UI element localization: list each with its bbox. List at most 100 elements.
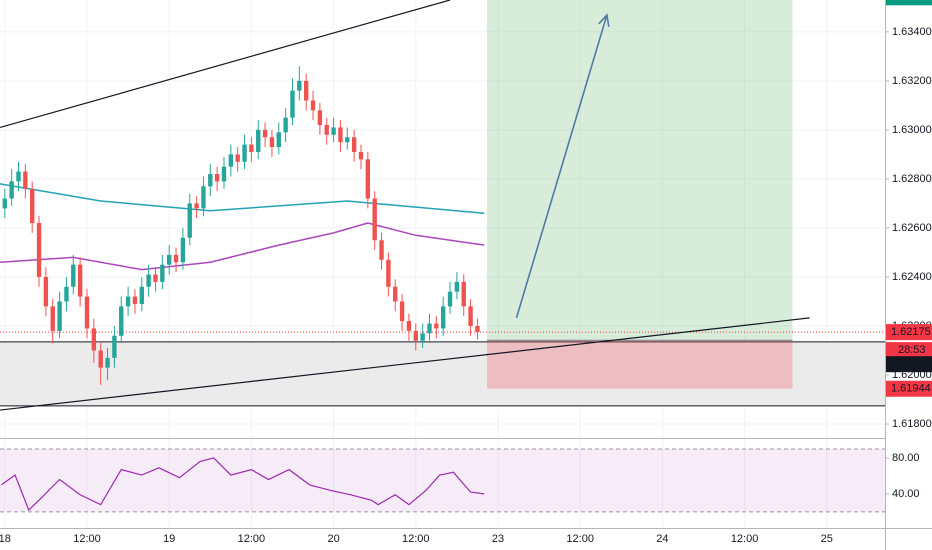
candle-body: [77, 264, 83, 297]
candle-body: [180, 237, 186, 263]
candle-body: [420, 333, 425, 341]
moving-average: [0, 183, 485, 214]
candle-body: [36, 223, 42, 277]
x-tick-label: 23: [492, 533, 504, 545]
candle-body: [214, 174, 220, 182]
x-tick-label: 25: [821, 533, 833, 545]
candle-body: [2, 198, 7, 209]
candle-body: [345, 137, 350, 143]
candle-body: [434, 323, 439, 329]
x-tick-label: 12:00: [731, 533, 759, 545]
candle-body: [139, 286, 144, 304]
y-tick-label: 1.62800: [892, 173, 932, 185]
candle-body: [173, 254, 179, 263]
price-label-box: [886, 0, 932, 6]
candle-body: [16, 171, 21, 182]
x-tick-label: 24: [656, 533, 668, 545]
y-tick-label: 1.63000: [892, 124, 932, 136]
candle-body: [43, 276, 49, 307]
candle-body: [105, 357, 110, 368]
x-tick-label: 12:00: [73, 533, 101, 545]
y-tick-label: 1.62400: [892, 271, 932, 283]
candle-body: [331, 127, 336, 135]
candle-body: [166, 254, 172, 265]
y-tick-label: 1.62600: [892, 222, 932, 234]
candle-body: [242, 144, 247, 162]
grid: [0, 0, 885, 528]
candle-body: [372, 198, 377, 241]
candle-body: [57, 301, 62, 331]
price-label: 1.62142: [891, 358, 931, 370]
candle-body: [283, 117, 288, 133]
y-tick-label: 1.63400: [892, 26, 932, 38]
candle-body: [399, 301, 405, 322]
price-label-box: [886, 324, 932, 341]
x-tick-label: 18: [0, 533, 11, 545]
candle-body: [146, 274, 151, 287]
candle-body: [461, 281, 466, 307]
candle-body: [276, 132, 281, 148]
candle-body: [413, 330, 418, 341]
candle-body: [427, 323, 432, 334]
candle-body: [406, 321, 412, 331]
candle-body: [440, 306, 446, 329]
trendline: [0, 0, 451, 129]
candle-body: [317, 110, 323, 126]
support-zone: [0, 341, 885, 406]
price-label: 1.62175: [891, 326, 931, 338]
rsi-tick-label: 80.00: [892, 452, 920, 464]
candle-body: [201, 186, 206, 209]
x-tick-label: 19: [163, 533, 175, 545]
candle-body: [84, 296, 90, 329]
candle-body: [297, 80, 302, 91]
price-pane: [0, 0, 885, 411]
arrow-head: [598, 13, 610, 27]
rsi-line: [1, 457, 485, 512]
candle-body: [194, 203, 199, 209]
candle-body: [228, 154, 234, 167]
candle-body: [91, 328, 97, 351]
candle-body: [235, 154, 240, 162]
candle-body: [208, 174, 213, 187]
candle-body: [324, 125, 329, 135]
candle-body: [290, 90, 295, 118]
y-tick-label: 1.61800: [892, 418, 932, 430]
candle-body: [393, 286, 398, 302]
price-label-box: [886, 380, 932, 397]
countdown-box: [886, 342, 932, 359]
candle-body: [386, 259, 391, 287]
candle-body: [358, 151, 364, 160]
y-tick-label: 1.63200: [892, 75, 932, 87]
candle-body: [29, 188, 35, 224]
candle-body: [50, 306, 55, 331]
candle-body: [269, 137, 275, 148]
price-label: 1.63541: [891, 0, 931, 3]
stop-zone: [487, 340, 793, 389]
candle-body: [221, 166, 227, 182]
candle-body: [64, 286, 69, 302]
candle-body: [153, 274, 158, 282]
candle-body: [119, 306, 124, 336]
candle-body: [160, 264, 165, 282]
rsi-tick-label: 40.00: [892, 488, 920, 500]
candle-body: [475, 325, 480, 333]
candle-body: [23, 171, 28, 189]
candle-body: [447, 291, 453, 307]
x-tick-label: 12:00: [238, 533, 266, 545]
arrow-shaft: [515, 14, 608, 319]
rsi-pane: [0, 448, 885, 513]
x-tick-label: 20: [327, 533, 339, 545]
countdown: 28:53: [898, 344, 926, 356]
x-tick-label: 12:00: [402, 533, 430, 545]
candle-body: [132, 296, 138, 304]
candle-body: [249, 144, 254, 152]
candle-body: [454, 281, 460, 292]
candle-body: [125, 296, 131, 307]
candle-body: [379, 240, 384, 260]
candle-body: [365, 159, 371, 199]
rsi-band: [0, 448, 885, 512]
candle-body: [468, 306, 473, 326]
candle-body: [310, 100, 316, 111]
